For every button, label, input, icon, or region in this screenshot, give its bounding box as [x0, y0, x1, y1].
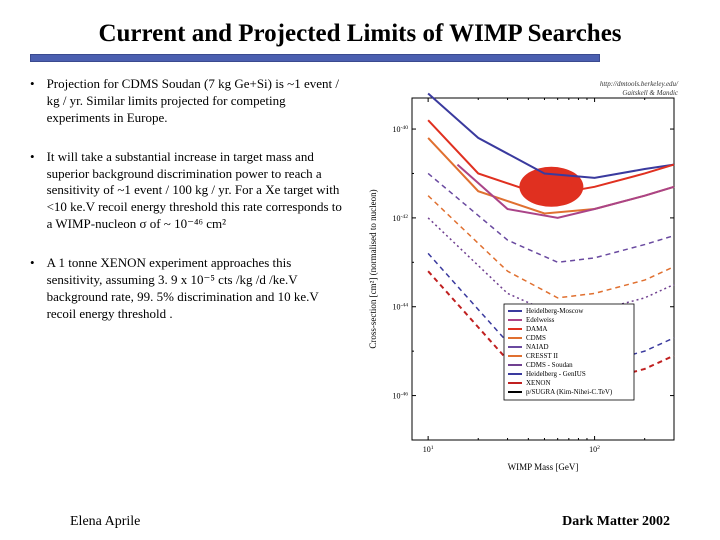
svg-text:10-42: 10-42 [393, 214, 409, 223]
svg-text:10-40: 10-40 [393, 125, 409, 134]
svg-text:WIMP Mass [GeV]: WIMP Mass [GeV] [508, 462, 579, 472]
svg-text:10-44: 10-44 [393, 303, 409, 312]
bullet-text: Projection for CDMS Soudan (7 kg Ge+Si) … [47, 76, 350, 127]
svg-text:10-46: 10-46 [393, 392, 409, 401]
svg-text:101: 101 [423, 445, 434, 454]
bullet-list: • Projection for CDMS Soudan (7 kg Ge+Si… [30, 76, 350, 345]
bullet-item: • It will take a substantial increase in… [30, 149, 350, 233]
bullet-text: It will take a substantial increase in t… [47, 149, 350, 233]
svg-text:XENON: XENON [526, 379, 551, 387]
svg-text:p/SUGRA (Kim-Nihei-C.TeV): p/SUGRA (Kim-Nihei-C.TeV) [526, 388, 613, 396]
svg-text:http://dmtools.berkeley.edu/: http://dmtools.berkeley.edu/ [600, 80, 679, 88]
svg-text:Edelweiss: Edelweiss [526, 316, 555, 324]
footer: Elena Aprile Dark Matter 2002 [30, 510, 690, 530]
svg-text:Cross-section [cm²] (normali: Cross-section [cm²] (normalised to nucle… [368, 189, 378, 348]
svg-text:Heidelberg-Moscow: Heidelberg-Moscow [526, 307, 584, 315]
bullet-item: • A 1 tonne XENON experiment approaches … [30, 255, 350, 323]
chart-column: http://dmtools.berkeley.edu/Gaitskell & … [358, 76, 690, 510]
svg-text:CDMS: CDMS [526, 334, 546, 342]
bullet-marker: • [30, 149, 35, 233]
footer-conference: Dark Matter 2002 [562, 514, 670, 530]
text-column: • Projection for CDMS Soudan (7 kg Ge+Si… [30, 76, 350, 510]
bullet-text: A 1 tonne XENON experiment approaches th… [47, 255, 350, 323]
svg-text:DAMA: DAMA [526, 325, 547, 333]
footer-author: Elena Aprile [70, 514, 140, 530]
svg-text:Heidelberg - GenIUS: Heidelberg - GenIUS [526, 370, 586, 378]
title-underline [30, 54, 600, 62]
wimp-limits-chart: http://dmtools.berkeley.edu/Gaitskell & … [364, 76, 684, 476]
bullet-item: • Projection for CDMS Soudan (7 kg Ge+Si… [30, 76, 350, 127]
bullet-marker: • [30, 76, 35, 127]
svg-text:CRESST II: CRESST II [526, 352, 559, 360]
chart-svg: http://dmtools.berkeley.edu/Gaitskell & … [364, 76, 684, 476]
bullet-marker: • [30, 255, 35, 323]
slide-title: Current and Projected Limits of WIMP Sea… [30, 20, 690, 48]
svg-text:NAIAD: NAIAD [526, 343, 549, 351]
svg-text:CDMS - Soudan: CDMS - Soudan [526, 361, 573, 369]
svg-text:Gaitskell & Mandic: Gaitskell & Mandic [622, 89, 678, 97]
content-row: • Projection for CDMS Soudan (7 kg Ge+Si… [30, 76, 690, 510]
slide: Current and Projected Limits of WIMP Sea… [0, 0, 720, 540]
svg-text:102: 102 [589, 445, 600, 454]
